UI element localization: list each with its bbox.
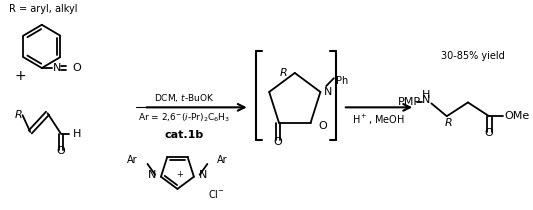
Text: N: N bbox=[324, 87, 333, 97]
Text: N: N bbox=[199, 170, 207, 180]
Text: H$^+$, MeOH: H$^+$, MeOH bbox=[352, 113, 405, 127]
Text: +: + bbox=[15, 69, 27, 83]
Text: R: R bbox=[15, 110, 22, 120]
Text: PMP: PMP bbox=[398, 97, 421, 108]
Text: O: O bbox=[56, 146, 66, 156]
Text: Ar = 2,6$^{-}$($i$-Pr)$_2$C$_6$H$_3$: Ar = 2,6$^{-}$($i$-Pr)$_2$C$_6$H$_3$ bbox=[138, 112, 230, 124]
Text: O: O bbox=[72, 63, 82, 73]
Text: O: O bbox=[318, 121, 327, 131]
Text: N: N bbox=[422, 96, 430, 105]
Text: O: O bbox=[273, 137, 282, 147]
Text: +: + bbox=[176, 170, 183, 179]
Text: 30-85% yield: 30-85% yield bbox=[441, 51, 505, 61]
Text: R = aryl, alkyl: R = aryl, alkyl bbox=[9, 4, 78, 14]
Text: N: N bbox=[148, 170, 156, 180]
Text: Ar: Ar bbox=[127, 155, 138, 165]
Text: cat.1b: cat.1b bbox=[165, 130, 204, 140]
Text: N: N bbox=[53, 63, 61, 73]
Text: OMe: OMe bbox=[505, 111, 530, 121]
Text: Ph: Ph bbox=[336, 76, 348, 86]
Text: Ar: Ar bbox=[217, 155, 228, 165]
Text: H: H bbox=[72, 129, 81, 139]
Text: R: R bbox=[279, 68, 287, 78]
Text: DCM, $t$-BuOK: DCM, $t$-BuOK bbox=[154, 92, 214, 104]
Text: H: H bbox=[422, 90, 430, 100]
Text: O: O bbox=[484, 128, 494, 138]
Text: Cl$^{-}$: Cl$^{-}$ bbox=[208, 188, 225, 200]
Text: R: R bbox=[445, 118, 453, 128]
